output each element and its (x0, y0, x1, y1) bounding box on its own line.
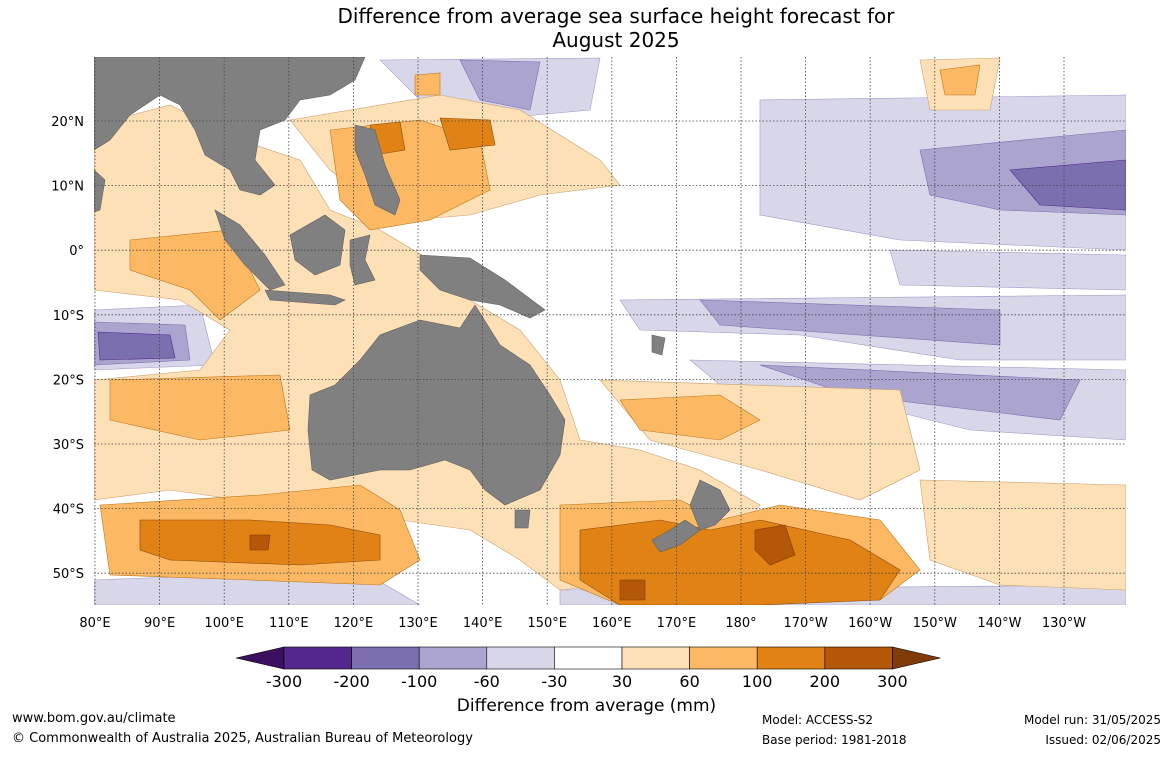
colorbar-tick: -100 (401, 672, 437, 691)
lon-label: 140°E (463, 616, 503, 631)
colorbar-tick-labels: -300 -200 -100 -60 -30 30 60 100 200 300 (266, 672, 908, 691)
colorbar-tick: 30 (612, 672, 632, 691)
colorbar-tick: -30 (541, 672, 567, 691)
lon-label: 160°W (848, 616, 892, 631)
lat-label: 40°S (53, 503, 84, 518)
colorbar-segment (418, 646, 488, 670)
sri-lanka-india-tip (94, 169, 106, 213)
lat-label: 30°S (53, 438, 84, 453)
west-australia-offshore-positive (109, 374, 291, 441)
equatorial-pacific-low-band (889, 249, 1126, 291)
sumatra (214, 209, 286, 291)
new-zealand-east-peak (754, 524, 796, 566)
title-line-2: August 2025 (552, 28, 680, 52)
colorbar-segment (824, 646, 893, 670)
new-caledonia (651, 334, 666, 356)
colorbar-tick: 60 (679, 672, 699, 691)
lon-label: 170°W (784, 616, 828, 631)
colorbar-segment (554, 646, 623, 670)
lon-label: 170°E (657, 616, 697, 631)
lat-label: 10°N (51, 180, 84, 195)
map-title: Difference from average sea surface heig… (0, 4, 1173, 52)
lon-label: 130°E (398, 616, 438, 631)
lat-label: 0° (69, 244, 84, 259)
positive-anomaly-very-strong (249, 524, 796, 601)
colorbar-segment (756, 646, 826, 670)
lon-label: 130°W (1042, 616, 1086, 631)
colorbar-extend-high (892, 646, 941, 670)
longitude-labels: 80°E 90°E 100°E 110°E 120°E 130°E 140°E 150°E 16… (79, 616, 1086, 631)
lat-label: 50°S (53, 567, 84, 582)
website-link[interactable]: www.bom.gov.au/climate (12, 711, 176, 726)
title-line-1: Difference from average sea surface heig… (337, 4, 895, 28)
tasman-south-peak (619, 579, 646, 601)
colorbar-segment (486, 646, 555, 670)
lon-label: 110°E (269, 616, 309, 631)
new-zealand-north-island (689, 479, 731, 531)
indian-ocean-strong-low (97, 331, 176, 361)
asia-mainland (94, 57, 366, 196)
new-guinea (419, 254, 546, 319)
tasmania (514, 509, 531, 529)
colorbar-extend-low (235, 646, 285, 670)
lon-label: 90°E (144, 616, 175, 631)
map-field (94, 57, 1126, 605)
colorbar (235, 646, 941, 670)
northeast-medium-positive-patch (939, 64, 981, 96)
issued-date: Issued: 02/06/2025 (1045, 733, 1161, 747)
north-pacific-strong-low (1009, 159, 1126, 211)
southeast-pacific-positive (919, 479, 1126, 591)
borneo (289, 214, 346, 276)
philippines (354, 124, 401, 216)
north-tropics-medium-low (459, 59, 541, 111)
lat-label: 20°N (51, 115, 84, 130)
graticule (94, 57, 1126, 605)
colorbar-tick: 300 (877, 672, 908, 691)
colorbar-segment (351, 646, 420, 670)
colorbar-tick: -200 (333, 672, 369, 691)
colorbar-tick: -300 (266, 672, 302, 691)
lon-label: 150°W (913, 616, 957, 631)
model-run-date: Model run: 31/05/2025 (1023, 713, 1161, 727)
south-pacific-medium-low-2 (759, 364, 1081, 421)
philippine-sea-strong-patch (439, 117, 496, 151)
latitude-labels: 20°N 10°N 0° 10°S 20°S 30°S 40°S 50°S (51, 115, 84, 582)
australia (307, 304, 566, 506)
north-tropics-positive-patch (414, 72, 441, 96)
negative-anomaly-strong (97, 159, 1126, 361)
lat-label: 10°S (53, 309, 84, 324)
new-zealand-south-island (651, 519, 701, 553)
lon-label: 140°W (977, 616, 1021, 631)
java (264, 289, 346, 306)
colorbar-segment (689, 646, 758, 670)
colorbar-tick: -60 (474, 672, 500, 691)
colorbar-label: Difference from average (mm) (456, 696, 717, 716)
lon-label: 160°E (592, 616, 632, 631)
base-period: Base period: 1981-2018 (762, 733, 907, 747)
southern-indian-peak (249, 534, 271, 551)
copyright-text: © Commonwealth of Australia 2025, Austra… (12, 731, 473, 746)
lon-label: 100°E (204, 616, 244, 631)
lat-label: 20°S (53, 373, 84, 388)
lon-label: 150°E (527, 616, 567, 631)
coral-sea-positive (619, 394, 761, 441)
lon-label: 180° (725, 616, 756, 631)
model-name: Model: ACCESS-S2 (762, 713, 874, 727)
colorbar-tick: 100 (742, 672, 773, 691)
land-masses (94, 57, 731, 553)
colorbar-tick: 200 (810, 672, 841, 691)
sulawesi (349, 234, 376, 286)
south-pacific-medium-low (699, 299, 1001, 346)
colorbar-segment (283, 646, 352, 670)
lon-label: 80°E (79, 616, 110, 631)
colorbar-segment (621, 646, 690, 670)
lon-label: 120°E (334, 616, 374, 631)
